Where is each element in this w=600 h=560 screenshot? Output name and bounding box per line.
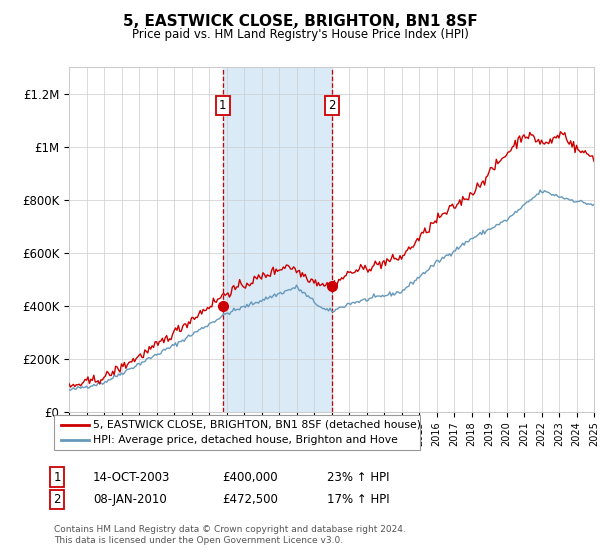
Text: Price paid vs. HM Land Registry's House Price Index (HPI): Price paid vs. HM Land Registry's House … xyxy=(131,28,469,41)
Text: 14-OCT-2003: 14-OCT-2003 xyxy=(93,470,170,484)
Text: 08-JAN-2010: 08-JAN-2010 xyxy=(93,493,167,506)
Text: 5, EASTWICK CLOSE, BRIGHTON, BN1 8SF: 5, EASTWICK CLOSE, BRIGHTON, BN1 8SF xyxy=(122,14,478,29)
Text: 23% ↑ HPI: 23% ↑ HPI xyxy=(327,470,389,484)
Text: 1: 1 xyxy=(219,99,227,112)
Text: 2: 2 xyxy=(53,493,61,506)
Text: Contains HM Land Registry data © Crown copyright and database right 2024.
This d: Contains HM Land Registry data © Crown c… xyxy=(54,525,406,545)
Text: 1: 1 xyxy=(53,470,61,484)
Bar xyxy=(223,67,332,412)
Text: £400,000: £400,000 xyxy=(222,470,278,484)
Text: £472,500: £472,500 xyxy=(222,493,278,506)
Text: 17% ↑ HPI: 17% ↑ HPI xyxy=(327,493,389,506)
Text: HPI: Average price, detached house, Brighton and Hove: HPI: Average price, detached house, Brig… xyxy=(93,435,398,445)
Text: 2: 2 xyxy=(328,99,336,112)
Text: 5, EASTWICK CLOSE, BRIGHTON, BN1 8SF (detached house): 5, EASTWICK CLOSE, BRIGHTON, BN1 8SF (de… xyxy=(93,419,421,430)
